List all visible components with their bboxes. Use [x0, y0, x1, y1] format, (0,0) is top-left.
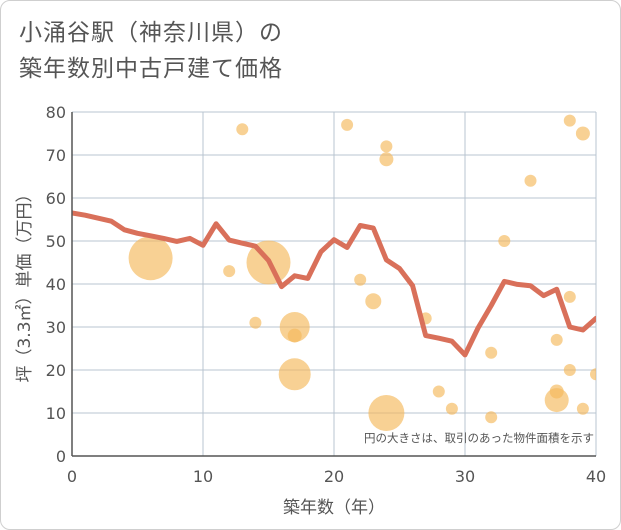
x-tick-label-2: 20	[324, 467, 344, 486]
bubble-point-24	[563, 114, 576, 127]
x-tick-label-1: 10	[193, 467, 213, 486]
bubble-point-9	[354, 273, 367, 286]
y-tick-label-3: 30	[46, 318, 66, 337]
x-tick-label-4: 40	[586, 467, 606, 486]
bubble-point-23	[544, 388, 569, 413]
bubble-point-17	[485, 346, 498, 359]
y-tick-label-1: 10	[46, 404, 66, 423]
bubble-point-19	[498, 235, 511, 247]
y-tick-label-0: 0	[56, 447, 66, 466]
x-axis-label: 築年数（年）	[283, 498, 385, 518]
bubble-point-6	[287, 328, 302, 343]
y-tick-label-4: 40	[46, 275, 66, 294]
y-tick-label-6: 60	[46, 189, 66, 208]
trend-line	[72, 210, 596, 358]
bubble-point-13	[368, 395, 405, 431]
y-tick-label-5: 50	[46, 232, 66, 251]
bubble-point-15	[432, 385, 445, 398]
bubble-point-12	[379, 152, 394, 167]
y-tick-label-8: 80	[46, 103, 66, 122]
bubble-point-28	[576, 402, 589, 415]
bubble-point-10	[365, 293, 382, 310]
bubble-point-0	[128, 236, 173, 281]
bubble-point-26	[563, 364, 576, 376]
bubble-point-20	[524, 174, 537, 187]
bubble-point-18	[485, 411, 498, 424]
tick-labels: 0 10 20 30 40 0 10 20 30 40 50 60 70 80	[46, 103, 607, 486]
y-axis-label: 坪（3.3㎡）単価（万円）	[15, 185, 35, 382]
bubble-point-21	[550, 333, 563, 346]
bubble-point-16	[445, 402, 458, 415]
chart-title: 小涌谷駅（神奈川県）の 築年数別中古戸建て価格	[19, 15, 283, 87]
y-tick-label-7: 70	[46, 146, 66, 165]
bubble-point-1	[223, 265, 236, 278]
x-tick-label-0: 0	[67, 467, 77, 486]
x-tick-label-3: 30	[455, 467, 475, 486]
bubble-point-29	[590, 368, 596, 381]
bubble-size-note: 円の大きさは、取引のあった物件面積を示す	[364, 431, 594, 445]
axes	[71, 112, 596, 457]
bubble-point-5	[279, 312, 310, 342]
bubble-point-2	[236, 123, 249, 136]
bubble-point-25	[563, 290, 576, 303]
chart-title-line-1: 小涌谷駅（神奈川県）の	[19, 20, 283, 46]
y-tick-label-2: 20	[46, 361, 66, 380]
bubble-point-8	[341, 118, 354, 131]
chart-title-line-2: 築年数別中古戸建て価格	[19, 56, 283, 82]
bubble-point-7	[278, 358, 311, 391]
bubble-point-3	[249, 316, 262, 329]
bubble-point-11	[380, 140, 393, 153]
bubble-point-27	[575, 126, 590, 141]
